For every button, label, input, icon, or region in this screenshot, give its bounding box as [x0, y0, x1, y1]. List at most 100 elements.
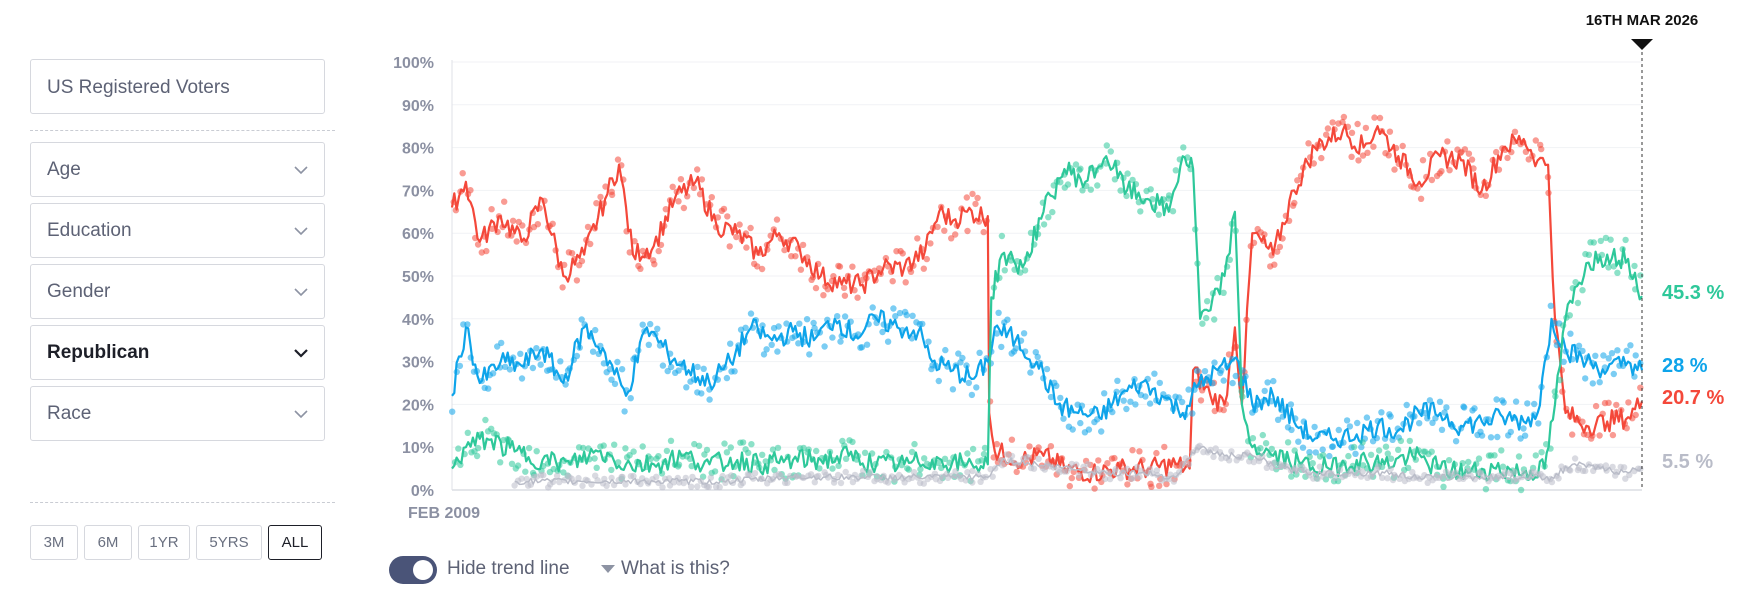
data-point	[549, 478, 557, 486]
data-point	[1359, 468, 1366, 475]
data-point	[502, 363, 509, 370]
data-point	[1087, 186, 1095, 193]
data-point	[1323, 131, 1330, 138]
data-point	[1094, 182, 1101, 189]
data-point	[927, 240, 934, 247]
data-point	[1428, 176, 1436, 184]
data-point	[1590, 239, 1598, 246]
data-point	[1120, 397, 1127, 404]
data-point	[1030, 465, 1038, 472]
data-point	[593, 464, 600, 471]
age-dropdown[interactable]: Age	[30, 142, 325, 197]
data-point	[1035, 455, 1042, 462]
data-point	[1575, 342, 1583, 349]
data-point	[1329, 443, 1337, 450]
data-point	[1343, 417, 1351, 424]
data-point	[824, 286, 831, 293]
data-point	[1214, 274, 1221, 282]
data-point	[1218, 455, 1225, 462]
data-point	[1478, 432, 1486, 439]
data-point	[1348, 153, 1355, 160]
data-point	[1622, 236, 1629, 244]
data-point	[1384, 450, 1392, 457]
education-dropdown[interactable]: Education	[30, 203, 325, 258]
data-point	[1329, 119, 1336, 126]
race-dropdown[interactable]: Race	[30, 386, 325, 441]
data-point	[1339, 118, 1346, 126]
data-point	[593, 200, 600, 207]
data-point	[1399, 142, 1406, 150]
data-point	[1111, 454, 1118, 462]
range-3m-button[interactable]: 3M	[30, 525, 78, 560]
data-point	[1538, 145, 1545, 153]
data-point	[909, 312, 916, 319]
data-point	[1047, 443, 1055, 450]
data-point	[1185, 386, 1192, 393]
data-point	[727, 444, 734, 451]
data-point	[1461, 146, 1469, 153]
data-point	[902, 279, 909, 286]
data-point	[663, 447, 671, 455]
age-dropdown-label: Age	[47, 159, 81, 180]
data-point	[998, 232, 1006, 240]
data-point	[1382, 443, 1390, 450]
range-all-button[interactable]: ALL	[268, 525, 322, 560]
panel-divider	[30, 502, 335, 503]
chart-series	[449, 113, 1644, 494]
data-point	[1043, 365, 1051, 373]
range-5yrs-button[interactable]: 5YRS	[196, 525, 262, 560]
data-point	[473, 452, 481, 460]
data-point	[1389, 476, 1397, 484]
data-point	[1507, 428, 1515, 436]
data-point	[882, 254, 890, 262]
data-point	[920, 265, 927, 272]
data-point	[611, 441, 618, 448]
data-point	[860, 467, 867, 474]
range-1yr-button[interactable]: 1YR	[138, 525, 190, 560]
gender-dropdown[interactable]: Gender	[30, 264, 325, 319]
data-point	[941, 227, 948, 234]
data-point	[998, 343, 1005, 351]
data-point	[1465, 458, 1472, 466]
data-point	[1395, 446, 1402, 453]
data-point	[797, 266, 805, 273]
data-point	[1291, 199, 1298, 207]
data-point	[1142, 393, 1149, 400]
data-point	[837, 479, 845, 487]
data-point	[603, 482, 610, 489]
data-point	[669, 183, 676, 190]
data-point	[559, 284, 566, 291]
data-point	[1103, 142, 1111, 149]
data-point	[475, 444, 482, 452]
data-point	[513, 238, 520, 245]
data-point	[1498, 447, 1505, 454]
what-is-this-link[interactable]: What is this?	[601, 558, 730, 580]
data-point	[1053, 382, 1060, 389]
data-point	[1370, 143, 1377, 150]
data-point	[1375, 463, 1382, 470]
y-tick-label: 100%	[393, 55, 434, 72]
data-point	[890, 305, 897, 312]
data-point	[842, 455, 850, 462]
data-point	[1271, 261, 1278, 268]
data-point	[1047, 393, 1055, 401]
data-point	[762, 458, 769, 465]
data-point	[1027, 369, 1034, 376]
data-point	[1352, 450, 1359, 457]
data-point	[1306, 449, 1313, 456]
data-point	[1627, 342, 1634, 349]
data-point	[759, 451, 766, 458]
data-point	[1354, 120, 1361, 128]
data-point	[1438, 168, 1445, 175]
data-point	[736, 221, 743, 228]
data-point	[1428, 448, 1435, 455]
hide-trend-toggle[interactable]	[389, 556, 437, 584]
party-dropdown[interactable]: Republican	[30, 325, 325, 380]
data-point	[1041, 466, 1049, 473]
range-6m-button[interactable]: 6M	[84, 525, 132, 560]
data-point	[1438, 426, 1446, 433]
data-point	[1232, 372, 1240, 380]
data-point	[835, 462, 842, 469]
population-search-input[interactable]: US Registered Voters	[30, 59, 325, 114]
data-point	[1376, 114, 1384, 122]
